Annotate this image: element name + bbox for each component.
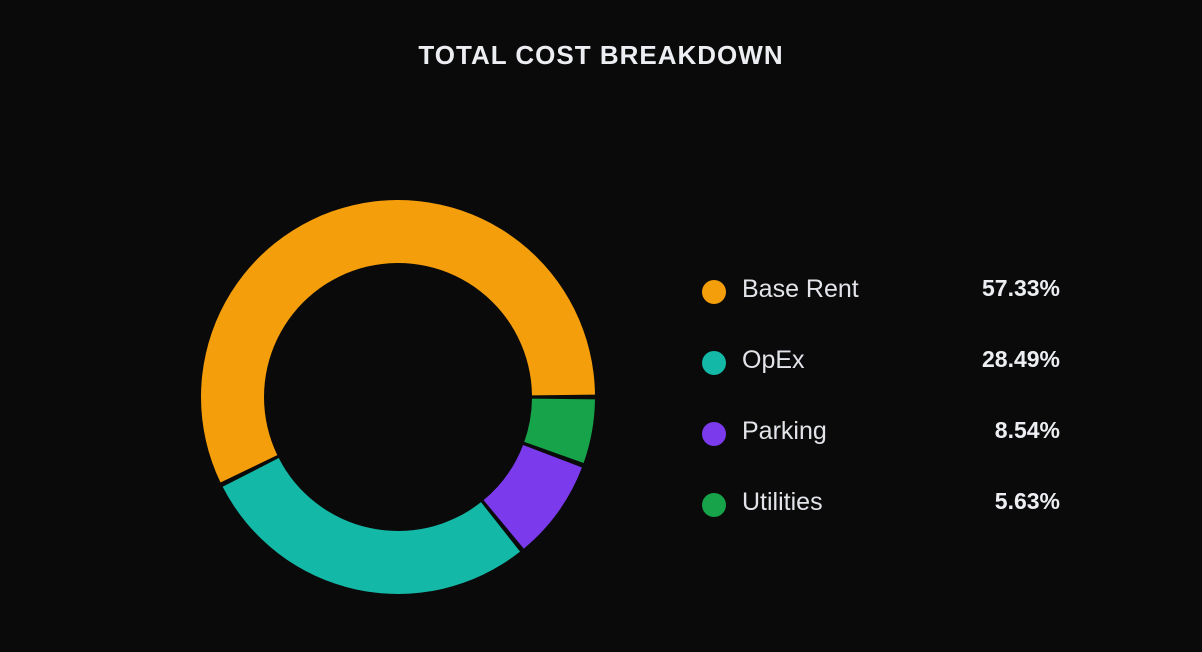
donut-slice-opex[interactable] — [222, 458, 521, 594]
legend-item-opex[interactable]: OpEx 28.49% — [702, 343, 1062, 414]
legend-label: OpEx — [742, 346, 805, 374]
legend-label: Base Rent — [742, 275, 859, 303]
legend-item-utilities[interactable]: Utilities 5.63% — [702, 485, 1062, 556]
legend-value: 8.54% — [994, 417, 1060, 443]
parking-color-dot — [702, 422, 726, 446]
chart-title: TOTAL COST BREAKDOWN — [418, 40, 784, 70]
legend-label: Utilities — [742, 488, 823, 516]
base-rent-color-dot — [702, 280, 726, 304]
legend-label: Parking — [742, 417, 827, 445]
legend-value: 5.63% — [994, 488, 1060, 514]
utilities-color-dot — [702, 493, 726, 517]
donut-slice-utilities[interactable] — [524, 398, 595, 463]
legend-value: 57.33% — [981, 275, 1060, 301]
legend-value: 28.49% — [981, 346, 1060, 372]
donut-slice-base-rent[interactable] — [200, 199, 595, 483]
opex-color-dot — [702, 351, 726, 375]
donut-slice-parking[interactable] — [483, 444, 582, 549]
legend-item-base-rent[interactable]: Base Rent 57.33% — [702, 272, 1062, 343]
legend-item-parking[interactable]: Parking 8.54% — [702, 414, 1062, 485]
legend: Base Rent 57.33% OpEx 28.49% Parking 8.5… — [702, 272, 1062, 556]
